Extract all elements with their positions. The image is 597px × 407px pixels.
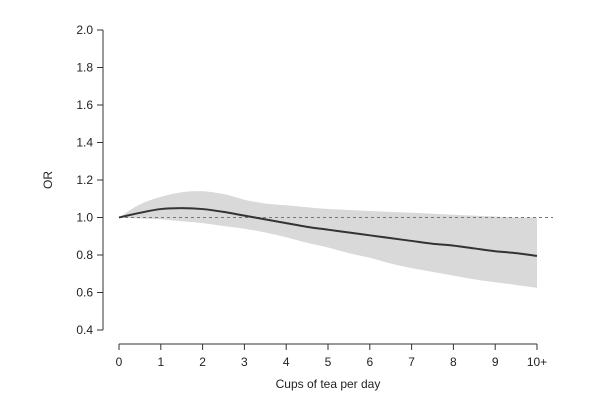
x-tick-label: 4 <box>283 355 290 369</box>
y-tick-label: 0.6 <box>76 286 93 300</box>
x-axis: 0 1 2 3 4 5 6 7 8 9 10+ <box>116 343 547 369</box>
x-tick-label: 3 <box>241 355 248 369</box>
y-tick-label: 1.8 <box>76 61 93 75</box>
y-tick-label: 0.4 <box>76 323 93 337</box>
x-axis-title: Cups of tea per day <box>276 377 381 391</box>
x-tick-label: 7 <box>408 355 415 369</box>
x-tick-label: 8 <box>450 355 457 369</box>
or-curve-line <box>118 207 538 257</box>
y-tick-label: 1.2 <box>76 173 93 187</box>
x-tick-label: 1 <box>157 355 164 369</box>
y-axis: 0.4 0.6 0.8 1.0 1.2 1.4 1.6 1.8 2.0 <box>76 23 104 337</box>
y-tick-label: 1.6 <box>76 98 93 112</box>
x-tick-label: 5 <box>325 355 332 369</box>
x-tick-label: 10+ <box>527 355 547 369</box>
x-tick-label: 9 <box>492 355 499 369</box>
x-tick-label: 2 <box>199 355 206 369</box>
y-axis-title: OR <box>41 171 55 189</box>
y-tick-label: 1.0 <box>76 211 93 225</box>
y-tick-label: 0.8 <box>76 248 93 262</box>
x-tick-label: 0 <box>116 355 123 369</box>
y-tick-label: 2.0 <box>76 23 93 37</box>
y-tick-label: 1.4 <box>76 136 93 150</box>
x-tick-label: 6 <box>366 355 373 369</box>
confidence-band <box>119 191 537 288</box>
